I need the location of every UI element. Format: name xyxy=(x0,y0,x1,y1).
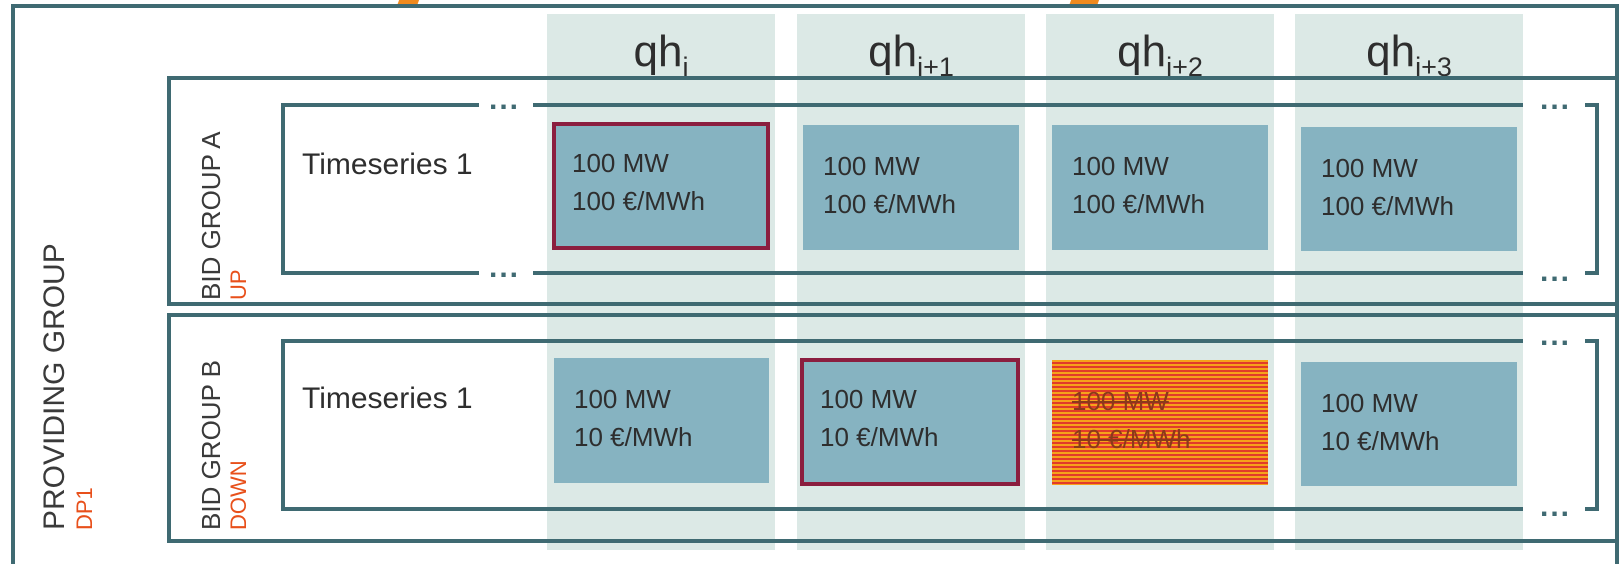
cell-price: 10 €/MWh xyxy=(1072,424,1191,454)
timeseries-b-right-top-tick xyxy=(1585,339,1599,343)
cell-price: 100 €/MWh xyxy=(572,186,705,216)
timeseries-a-bottom-edge-2 xyxy=(533,271,1523,275)
bid-group-b-direction: DOWN xyxy=(226,460,251,530)
column-header-3: qhi+3 xyxy=(1366,27,1452,82)
bid-group-a-direction: UP xyxy=(226,269,251,300)
bid-group-a-label: BID GROUP A UP xyxy=(196,131,252,300)
bid-cell-b-2-struck[interactable]: 100 MW 10 €/MWh xyxy=(1052,360,1268,485)
timeseries-b-right-bottom-tick xyxy=(1585,507,1599,511)
timeseries-a-top-edge-1 xyxy=(281,103,479,107)
cell-power: 100 MW xyxy=(1072,151,1169,181)
bid-cell-b-1[interactable]: 100 MW 10 €/MWh xyxy=(800,358,1020,486)
bid-group-a-title: BID GROUP A xyxy=(196,131,226,300)
ellipsis-b-top-right: ... xyxy=(1540,319,1572,352)
timeseries-a-bottom-edge-1 xyxy=(281,271,479,275)
timeseries-b-right-edge xyxy=(1595,339,1599,511)
bid-cell-a-0[interactable]: 100 MW 100 €/MWh xyxy=(552,122,770,250)
bid-group-b-title: BID GROUP B xyxy=(196,359,226,530)
ellipsis-a-top-right: ... xyxy=(1540,83,1572,116)
timeseries-a-top-edge-2 xyxy=(533,103,1523,107)
timeseries-b-bottom-edge xyxy=(281,507,1523,511)
ellipsis-a-bottom-right: ... xyxy=(1540,255,1572,288)
cell-power: 100 MW xyxy=(572,148,669,178)
bid-cell-b-3[interactable]: 100 MW 10 €/MWh xyxy=(1301,362,1517,486)
timeseries-b-left-edge xyxy=(281,339,285,511)
cell-price: 10 €/MWh xyxy=(574,422,693,452)
bid-group-b-frame xyxy=(167,313,1619,543)
cell-power: 100 MW xyxy=(820,384,917,414)
providing-group-frame xyxy=(11,4,1619,564)
timeseries-b-label: Timeseries 1 xyxy=(302,382,473,415)
providing-group-label: PROVIDING GROUP DP1 xyxy=(38,243,98,530)
ellipsis-a-top-left: ... xyxy=(489,83,521,116)
column-header-0: qhi xyxy=(633,27,689,82)
bid-group-b-label: BID GROUP B DOWN xyxy=(196,360,252,530)
cell-power: 100 MW xyxy=(1321,388,1418,418)
cell-price: 100 €/MWh xyxy=(823,189,956,219)
providing-group-title: PROVIDING GROUP xyxy=(38,243,71,530)
cell-price: 100 €/MWh xyxy=(1321,191,1454,221)
ellipsis-b-bottom-right: ... xyxy=(1540,490,1572,523)
cell-power: 100 MW xyxy=(1321,153,1418,183)
bid-group-a-frame xyxy=(167,76,1619,306)
timeseries-a-right-bottom-tick xyxy=(1585,271,1599,275)
cell-price: 100 €/MWh xyxy=(1072,189,1205,219)
timeseries-a-right-edge xyxy=(1595,103,1599,275)
cell-power: 100 MW xyxy=(574,384,671,414)
timeseries-b-top-edge xyxy=(281,339,1523,343)
cell-power: 100 MW xyxy=(823,151,920,181)
timeseries-a-label: Timeseries 1 xyxy=(302,148,473,181)
timeseries-a-left-edge xyxy=(281,103,285,275)
bid-cell-a-1[interactable]: 100 MW 100 €/MWh xyxy=(803,125,1019,250)
cell-price: 10 €/MWh xyxy=(1321,426,1440,456)
providing-group-sub: DP1 xyxy=(72,487,97,530)
ellipsis-a-bottom-left: ... xyxy=(489,251,521,284)
timeseries-a-right-top-tick xyxy=(1585,103,1599,107)
cell-price: 10 €/MWh xyxy=(820,422,939,452)
bid-cell-a-2[interactable]: 100 MW 100 €/MWh xyxy=(1052,125,1268,250)
bid-cell-a-3[interactable]: 100 MW 100 €/MWh xyxy=(1301,127,1517,251)
bid-cell-b-0[interactable]: 100 MW 10 €/MWh xyxy=(554,358,769,483)
cell-power: 100 MW xyxy=(1072,386,1169,416)
